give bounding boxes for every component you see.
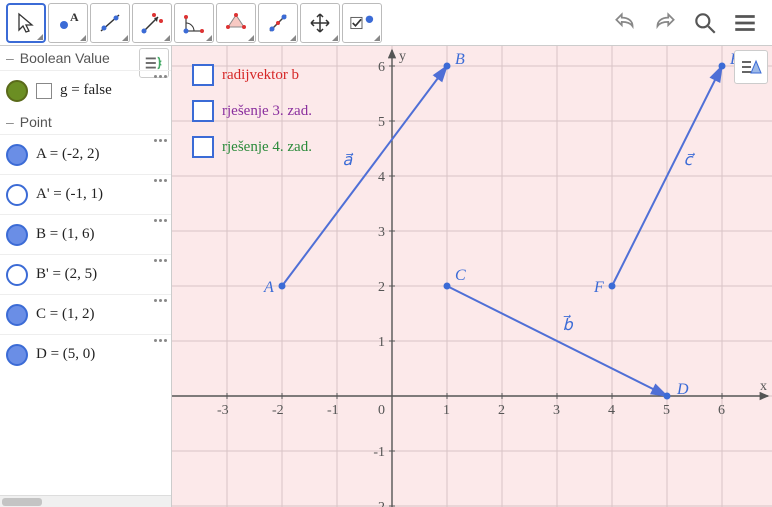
svg-text:c⃗: c⃗ (684, 152, 696, 169)
svg-text:C: C (455, 267, 466, 284)
row-menu-icon[interactable] (154, 219, 167, 222)
visibility-toggle[interactable] (6, 80, 28, 102)
point-F[interactable] (609, 283, 616, 290)
svg-text:A: A (263, 279, 274, 296)
visibility-toggle[interactable] (6, 304, 28, 326)
row-menu-icon[interactable] (154, 339, 167, 342)
svg-text:F: F (593, 279, 604, 296)
row-menu-icon[interactable] (154, 259, 167, 262)
menu-icon[interactable] (732, 10, 758, 36)
graphics-view[interactable]: radijvektor b rješenje 3. zad. rješenje 4.… (172, 46, 772, 507)
algebra-row-point-A[interactable]: A = (-2, 2) (0, 134, 171, 174)
expression: g = false (60, 82, 112, 99)
legend-label: rješenje 3. zad. (222, 103, 312, 120)
svg-text:A: A (70, 11, 79, 24)
checkbox-tool[interactable] (342, 3, 382, 43)
svg-text:-3: -3 (217, 403, 229, 418)
svg-text:x: x (760, 379, 767, 394)
svg-text:a⃗: a⃗ (343, 152, 355, 169)
point-tool[interactable]: A (48, 3, 88, 43)
svg-text:5: 5 (378, 115, 385, 130)
svg-text:b⃗: b⃗ (563, 314, 574, 334)
move-graphics-tool[interactable] (258, 3, 298, 43)
row-menu-icon[interactable] (154, 179, 167, 182)
section-title: Point (20, 114, 52, 130)
legend-radijvektor-b[interactable]: radijvektor b (192, 64, 312, 86)
visibility-toggle[interactable] (6, 184, 28, 206)
svg-text:3: 3 (378, 225, 385, 240)
svg-text:4: 4 (608, 403, 615, 418)
expression: B = (1, 6) (36, 226, 94, 243)
visibility-toggle[interactable] (6, 264, 28, 286)
angle-tool[interactable] (174, 3, 214, 43)
svg-text:4: 4 (378, 170, 385, 185)
svg-text:6: 6 (378, 60, 385, 75)
legend-checkbox[interactable] (192, 100, 214, 122)
algebra-row-point-Aprime[interactable]: A' = (-1, 1) (0, 174, 171, 214)
section-title: Boolean Value (20, 50, 110, 66)
graphics-panel-menu[interactable] (734, 50, 768, 84)
point-A[interactable] (279, 283, 286, 290)
algebra-view: –Boolean Valueg = false–PointA = (-2, 2)… (0, 46, 172, 507)
svg-text:6: 6 (718, 403, 725, 418)
svg-text:D: D (676, 381, 689, 398)
svg-text:2: 2 (378, 280, 385, 295)
svg-text:B: B (455, 51, 465, 68)
point-C[interactable] (444, 283, 451, 290)
vector-tool[interactable] (132, 3, 172, 43)
expression: A' = (-1, 1) (36, 186, 103, 203)
algebra-row-point-Bprime[interactable]: B' = (2, 5) (0, 254, 171, 294)
svg-text:-2: -2 (373, 500, 385, 507)
legend-label: rješenje 4. zad. (222, 139, 312, 156)
move-tool[interactable] (6, 3, 46, 43)
svg-text:1: 1 (378, 335, 385, 350)
legend-label: radijvektor b (222, 67, 299, 84)
line-tool[interactable] (90, 3, 130, 43)
expression: B' = (2, 5) (36, 266, 97, 283)
undo-icon[interactable] (612, 10, 638, 36)
expression: A = (-2, 2) (36, 146, 99, 163)
svg-text:y: y (399, 49, 406, 64)
legend-checkbox[interactable] (192, 136, 214, 158)
svg-text:1: 1 (443, 403, 450, 418)
row-menu-icon[interactable] (154, 299, 167, 302)
algebra-hscrollbar[interactable] (0, 495, 171, 507)
row-menu-icon[interactable] (154, 139, 167, 142)
redo-icon[interactable] (652, 10, 678, 36)
expression: C = (1, 2) (36, 306, 94, 323)
section-header[interactable]: –Point (0, 110, 171, 134)
svg-text:-1: -1 (373, 445, 385, 460)
point-D[interactable] (664, 393, 671, 400)
visibility-toggle[interactable] (6, 344, 28, 366)
show-hide-tool[interactable] (300, 3, 340, 43)
row-menu-icon[interactable] (154, 75, 167, 78)
visibility-toggle[interactable] (6, 144, 28, 166)
search-icon[interactable] (692, 10, 718, 36)
bool-checkbox[interactable] (36, 83, 52, 99)
algebra-row-point-D[interactable]: D = (5, 0) (0, 334, 171, 374)
svg-text:-1: -1 (327, 403, 339, 418)
legend-rjesenje-4[interactable]: rješenje 4. zad. (192, 136, 312, 158)
algebra-row-point-B[interactable]: B = (1, 6) (0, 214, 171, 254)
point-B[interactable] (444, 63, 451, 70)
svg-text:3: 3 (553, 403, 560, 418)
main-toolbar: A (0, 0, 772, 46)
svg-text:5: 5 (663, 403, 670, 418)
toolbar-right (612, 10, 766, 36)
algebra-row-point-C[interactable]: C = (1, 2) (0, 294, 171, 334)
point-E[interactable] (719, 63, 726, 70)
legend-rjesenje-3[interactable]: rješenje 3. zad. (192, 100, 312, 122)
svg-text:0: 0 (378, 403, 385, 418)
legend-checkbox[interactable] (192, 64, 214, 86)
algebra-row-bool-g[interactable]: g = false (0, 70, 171, 110)
polygon-tool[interactable] (216, 3, 256, 43)
svg-text:2: 2 (498, 403, 505, 418)
visibility-toggle[interactable] (6, 224, 28, 246)
expression: D = (5, 0) (36, 346, 95, 363)
svg-text:-2: -2 (272, 403, 284, 418)
